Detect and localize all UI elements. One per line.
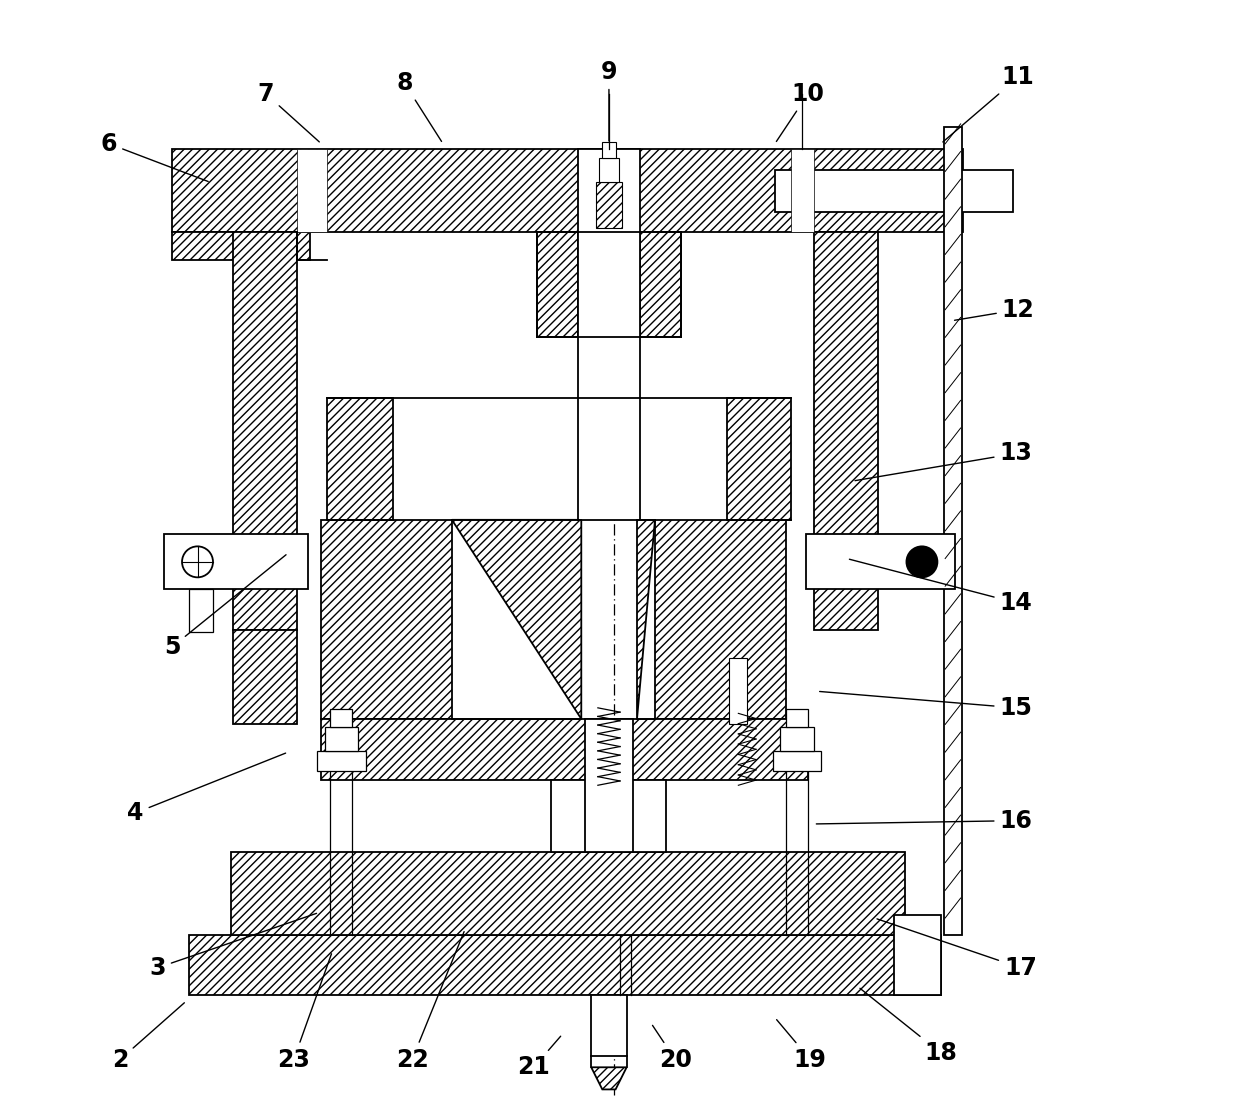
Bar <box>165 534 308 589</box>
Text: 7: 7 <box>258 82 320 142</box>
Bar <box>894 915 941 995</box>
Circle shape <box>906 546 937 577</box>
Text: 6: 6 <box>100 132 208 181</box>
Polygon shape <box>537 232 578 337</box>
Bar <box>775 170 1013 211</box>
Bar <box>591 995 626 1056</box>
Bar <box>298 149 327 232</box>
Bar <box>233 232 298 630</box>
Text: 3: 3 <box>150 914 316 980</box>
Polygon shape <box>636 520 656 719</box>
Text: 11: 11 <box>942 65 1034 142</box>
Text: 19: 19 <box>776 1020 827 1072</box>
Text: 18: 18 <box>861 989 957 1065</box>
Bar <box>325 727 358 751</box>
Text: 13: 13 <box>856 441 1033 481</box>
Polygon shape <box>640 232 681 337</box>
Text: 8: 8 <box>396 71 441 142</box>
Bar <box>172 232 310 260</box>
Bar <box>599 158 619 182</box>
Bar <box>578 149 640 520</box>
Bar <box>728 398 791 520</box>
Text: 16: 16 <box>816 808 1033 833</box>
Bar <box>656 520 786 719</box>
Bar <box>188 935 941 995</box>
Polygon shape <box>591 1067 626 1089</box>
Text: 22: 22 <box>396 931 464 1072</box>
Bar <box>595 182 622 228</box>
Text: 5: 5 <box>164 555 286 659</box>
Text: 23: 23 <box>278 953 331 1072</box>
Bar <box>188 589 213 632</box>
Bar <box>773 751 821 771</box>
Text: 20: 20 <box>652 1025 692 1072</box>
Text: 10: 10 <box>776 82 825 142</box>
Bar <box>791 149 813 232</box>
Text: 15: 15 <box>820 691 1033 720</box>
Bar <box>330 709 352 727</box>
Text: 12: 12 <box>955 298 1034 322</box>
Text: 2: 2 <box>112 1003 185 1072</box>
Text: 9: 9 <box>600 60 618 140</box>
Polygon shape <box>451 520 582 719</box>
Bar <box>806 534 955 589</box>
Bar <box>233 630 298 724</box>
Text: 21: 21 <box>517 1036 560 1079</box>
Bar <box>944 127 962 935</box>
Bar <box>786 709 808 727</box>
Circle shape <box>182 546 213 577</box>
Bar <box>327 398 393 520</box>
Bar <box>603 142 615 158</box>
Bar <box>317 751 366 771</box>
Bar <box>172 149 963 232</box>
Bar <box>780 727 813 751</box>
Text: 14: 14 <box>849 560 1033 615</box>
Bar <box>729 658 748 724</box>
Bar <box>584 719 634 852</box>
Bar <box>813 232 878 630</box>
Bar <box>231 852 905 935</box>
Bar <box>552 780 666 852</box>
Text: 17: 17 <box>877 919 1037 980</box>
Bar <box>321 719 808 780</box>
Text: 4: 4 <box>128 753 285 825</box>
Bar <box>321 520 451 719</box>
